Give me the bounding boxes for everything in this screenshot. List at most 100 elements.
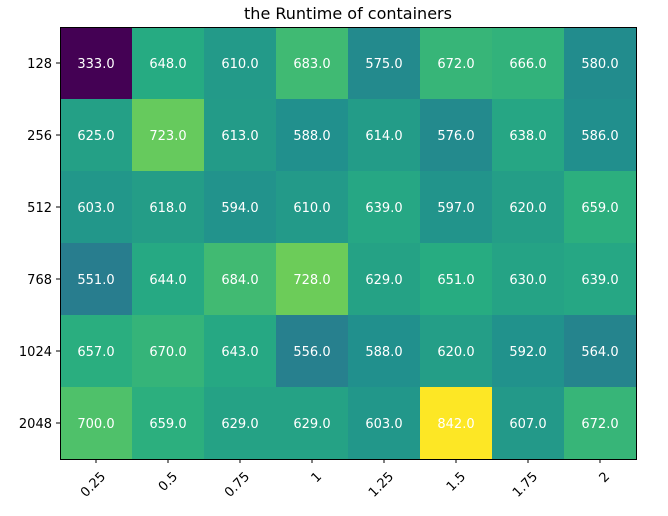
heatmap-cell — [348, 171, 421, 244]
heatmap-cell — [60, 171, 133, 244]
heatmap-cell — [564, 243, 637, 316]
heatmap-cell — [420, 387, 493, 460]
heatmap-cell — [348, 27, 421, 100]
cell-value-label: 610.0 — [293, 201, 330, 216]
heatmap-cell — [276, 99, 349, 172]
heatmap-cell — [204, 387, 277, 460]
heatmap-cell — [492, 99, 565, 172]
y-tick-label: 768 — [27, 273, 52, 288]
cell-value-label: 625.0 — [77, 129, 114, 144]
heatmap-cell — [132, 243, 205, 316]
cell-value-label: 592.0 — [509, 345, 546, 360]
cell-value-label: 672.0 — [581, 417, 618, 432]
heatmap-cell — [348, 387, 421, 460]
cell-value-label: 603.0 — [77, 201, 114, 216]
cell-value-label: 564.0 — [581, 345, 618, 360]
cell-value-label: 580.0 — [581, 57, 618, 72]
y-tick-label: 1024 — [19, 345, 52, 360]
heatmap-cell — [420, 99, 493, 172]
cell-value-label: 597.0 — [437, 201, 474, 216]
cell-value-label: 639.0 — [581, 273, 618, 288]
heatmap-cell — [132, 387, 205, 460]
heatmap-cell — [420, 27, 493, 100]
heatmap-cell — [564, 27, 637, 100]
cell-value-label: 683.0 — [293, 57, 330, 72]
heatmap-cell — [132, 315, 205, 388]
heatmap-cell — [204, 243, 277, 316]
cell-value-label: 614.0 — [365, 129, 402, 144]
cell-value-label: 842.0 — [437, 417, 474, 432]
heatmap-cell — [276, 387, 349, 460]
heatmap-cell — [276, 315, 349, 388]
heatmap-cell — [60, 315, 133, 388]
cell-value-label: 618.0 — [149, 201, 186, 216]
y-tick-label: 2048 — [19, 417, 52, 432]
y-axis-ticks: 128 256 512 768 1024 2048 — [19, 57, 60, 432]
heatmap-cell — [492, 243, 565, 316]
cell-value-label: 607.0 — [509, 417, 546, 432]
cell-value-label: 670.0 — [149, 345, 186, 360]
heatmap-cell — [276, 171, 349, 244]
cell-value-label: 613.0 — [221, 129, 258, 144]
x-axis-ticks: 0.25 0.5 0.75 1 1.25 1.5 1.75 2 — [78, 459, 613, 501]
cell-value-label: 333.0 — [77, 57, 114, 72]
heatmap-cell — [132, 171, 205, 244]
cell-value-label: 620.0 — [437, 345, 474, 360]
heatmap-cell — [420, 315, 493, 388]
x-tick-label: 1.25 — [366, 469, 397, 500]
cell-value-label: 684.0 — [221, 273, 258, 288]
heatmap-cell — [60, 387, 133, 460]
cell-value-label: 700.0 — [77, 417, 114, 432]
heatmap-cell — [60, 99, 133, 172]
heatmap-cell — [492, 387, 565, 460]
heatmap-cell — [492, 171, 565, 244]
cell-value-label: 666.0 — [509, 57, 546, 72]
cell-value-label: 588.0 — [293, 129, 330, 144]
heatmap-cell — [60, 27, 133, 100]
heatmap-cell — [564, 171, 637, 244]
cell-value-label: 657.0 — [77, 345, 114, 360]
heatmap-cell — [276, 243, 349, 316]
heatmap-cell — [492, 27, 565, 100]
cell-value-label: 659.0 — [581, 201, 618, 216]
heatmap-cell — [348, 315, 421, 388]
y-tick-label: 512 — [27, 201, 52, 216]
cell-value-label: 643.0 — [221, 345, 258, 360]
heatmap-cell — [564, 99, 637, 172]
heatmap-cell — [204, 171, 277, 244]
y-tick-label: 128 — [27, 57, 52, 72]
heatmap-cell — [204, 27, 277, 100]
cell-value-label: 588.0 — [365, 345, 402, 360]
heatmap-cell — [204, 99, 277, 172]
heatmap-cell — [420, 243, 493, 316]
cell-value-label: 576.0 — [437, 129, 474, 144]
cell-value-label: 630.0 — [509, 273, 546, 288]
heatmap-cell — [564, 315, 637, 388]
heatmap-cell — [492, 315, 565, 388]
cell-value-label: 648.0 — [149, 57, 186, 72]
cell-value-label: 620.0 — [509, 201, 546, 216]
cell-value-label: 551.0 — [77, 273, 114, 288]
heatmap-cell — [420, 171, 493, 244]
x-tick-label: 1 — [309, 469, 325, 485]
cell-value-label: 723.0 — [149, 129, 186, 144]
x-tick-label: 1.75 — [510, 469, 541, 500]
x-tick-label: 1.5 — [444, 469, 469, 494]
cell-value-label: 651.0 — [437, 273, 474, 288]
cell-value-label: 586.0 — [581, 129, 618, 144]
cell-value-label: 575.0 — [365, 57, 402, 72]
heatmap-cell — [204, 315, 277, 388]
heatmap-cell — [276, 27, 349, 100]
cell-value-label: 629.0 — [293, 417, 330, 432]
cell-value-label: 672.0 — [437, 57, 474, 72]
cell-value-label: 556.0 — [293, 345, 330, 360]
cell-value-label: 603.0 — [365, 417, 402, 432]
x-tick-label: 0.5 — [156, 469, 181, 494]
cell-value-label: 728.0 — [293, 273, 330, 288]
x-tick-label: 2 — [597, 469, 613, 485]
heatmap-cell — [348, 243, 421, 316]
cell-value-label: 629.0 — [365, 273, 402, 288]
y-tick-label: 256 — [27, 129, 52, 144]
